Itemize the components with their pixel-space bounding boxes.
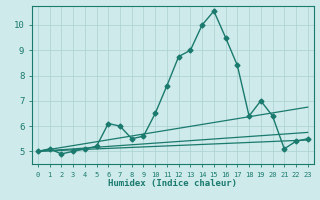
X-axis label: Humidex (Indice chaleur): Humidex (Indice chaleur) (108, 179, 237, 188)
